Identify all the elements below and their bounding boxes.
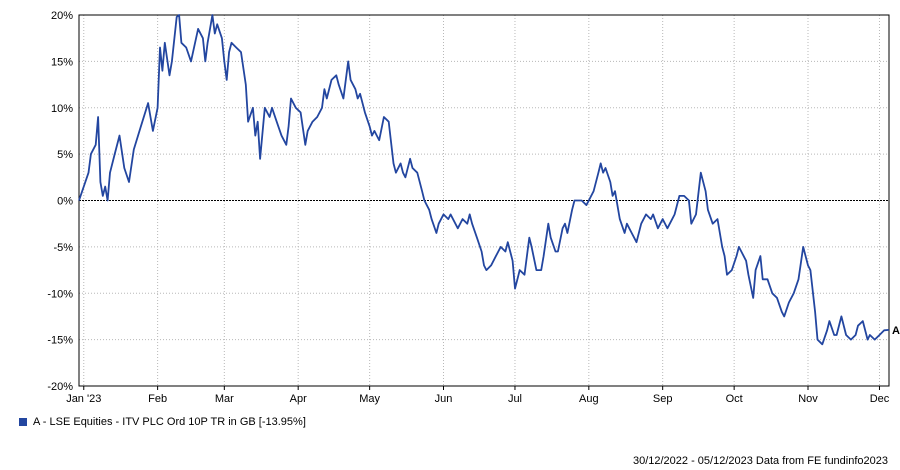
- chart-footer: 30/12/2022 - 05/12/2023 Data from FE fun…: [633, 455, 888, 467]
- x-tick-label: Mar: [215, 393, 234, 405]
- x-tick-label: Sep: [653, 393, 673, 405]
- y-tick-label: 5%: [57, 149, 73, 161]
- y-tick-label: 10%: [51, 103, 73, 115]
- y-tick-label: 15%: [51, 56, 73, 68]
- x-tick-label: Oct: [726, 393, 743, 405]
- x-tick-label: Aug: [579, 393, 599, 405]
- x-tick-label: Jan '23: [66, 393, 101, 405]
- chart-grid: [79, 14, 889, 386]
- line-chart: 20% 15% 10% 5% 0% -5% -10% -15% -20%Jan '23 Feb Ma…: [47, 10, 900, 405]
- footer-date-range: 30/12/2022 - 05/12/2023: [632, 455, 753, 467]
- y-tick-label: -5%: [53, 242, 73, 254]
- x-tick-label: Jun: [435, 393, 453, 405]
- y-tick-label: 20%: [51, 10, 73, 22]
- x-tick-label: Dec: [870, 393, 890, 405]
- chart-series: [78, 14, 890, 346]
- chart-tick-labels: 20% 15% 10% 5% 0% -5% -10% -15% -20%Jan '23 Feb Ma…: [47, 10, 900, 405]
- series-line: [78, 14, 890, 346]
- y-tick-label: -10%: [47, 288, 73, 300]
- x-tick-label: Feb: [148, 393, 167, 405]
- y-tick-label: 0%: [57, 196, 73, 208]
- legend-label: A - LSE Equities - ITV PLC Ord 10P TR in…: [33, 416, 306, 428]
- y-tick-label: -20%: [47, 381, 73, 393]
- x-tick-label: Jul: [508, 393, 522, 405]
- chart-axes: [78, 14, 890, 390]
- y-tick-label: -15%: [47, 335, 73, 347]
- footer-source: Data from FE fundinfo2023: [755, 455, 888, 467]
- x-tick-label: Nov: [798, 393, 818, 405]
- chart-legend: A - LSE Equities - ITV PLC Ord 10P TR in…: [19, 416, 306, 428]
- legend-swatch: [19, 418, 27, 426]
- series-end-label: A: [892, 325, 900, 337]
- x-tick-label: May: [359, 393, 380, 405]
- x-tick-label: Apr: [290, 393, 307, 405]
